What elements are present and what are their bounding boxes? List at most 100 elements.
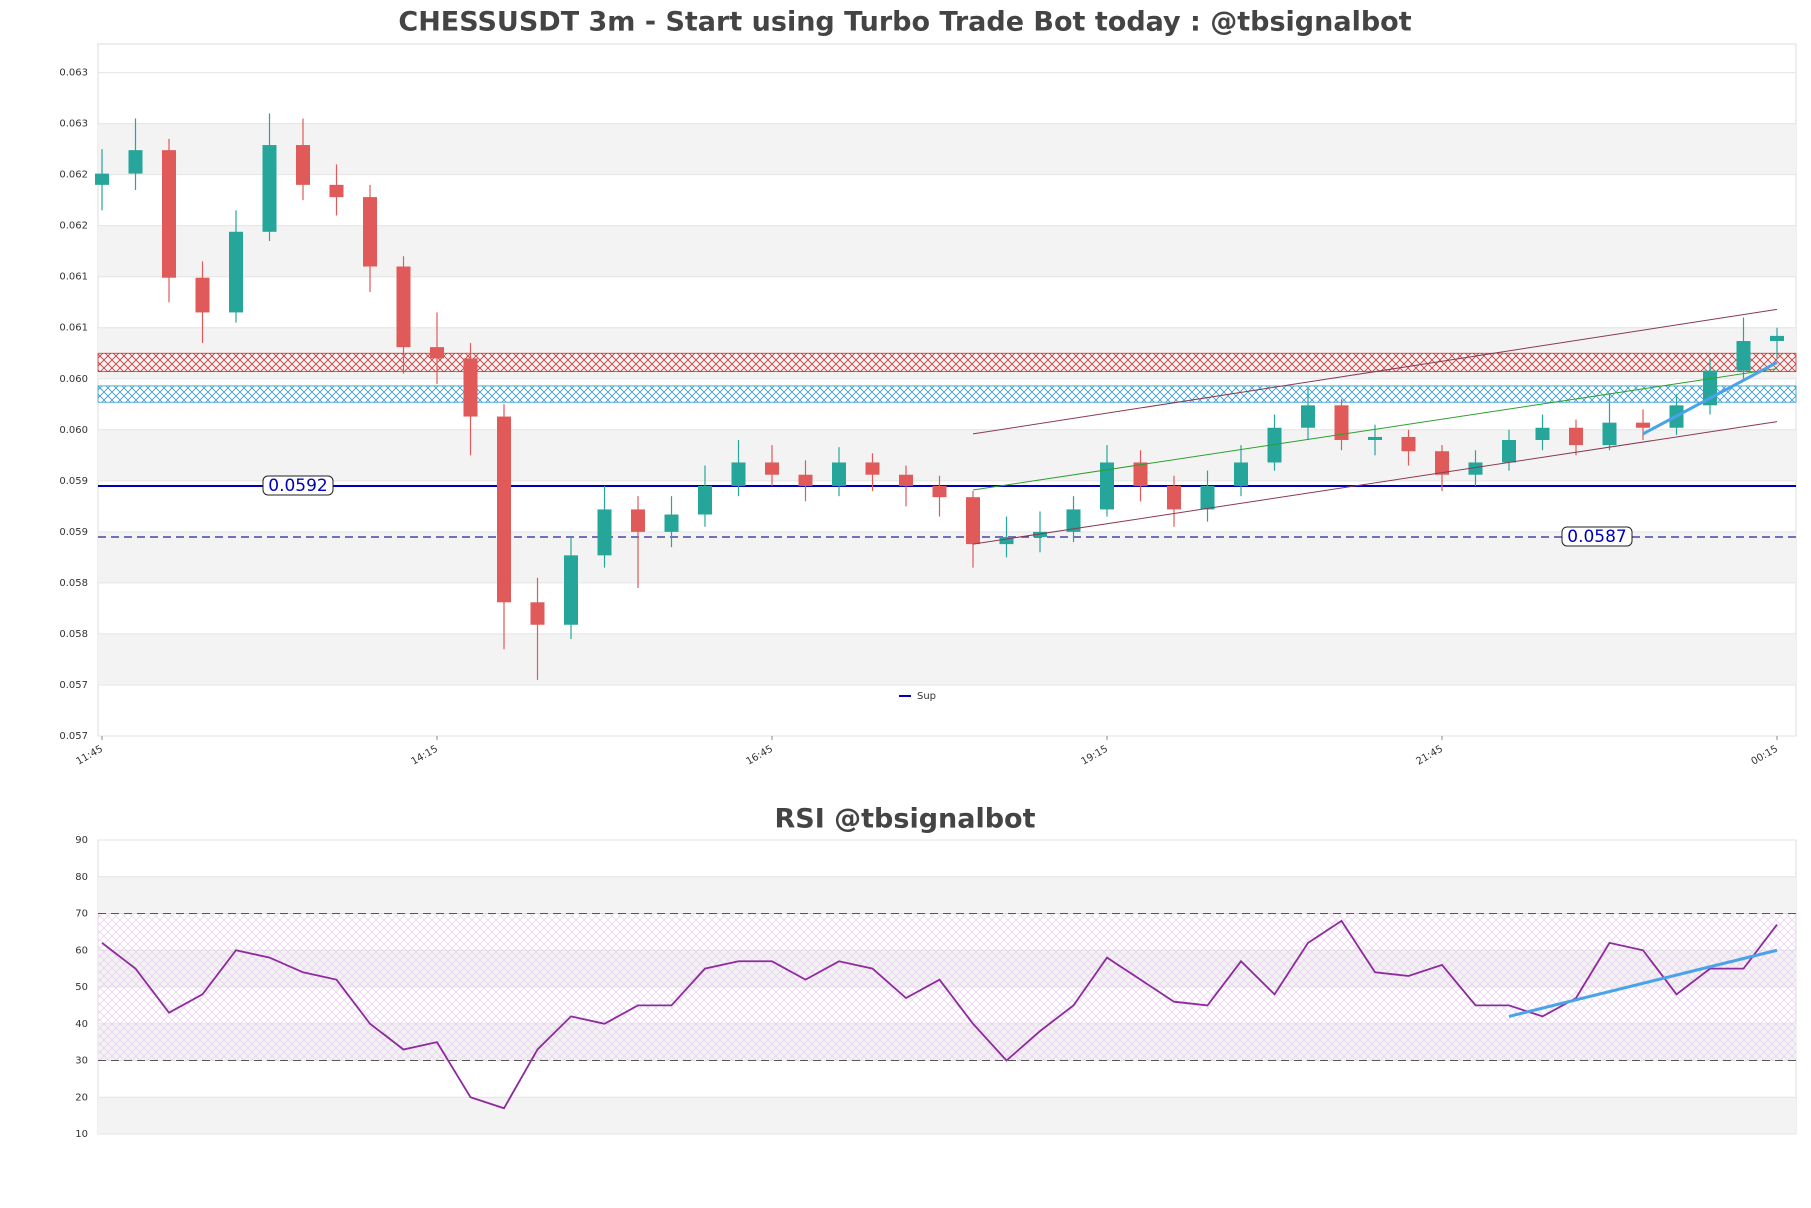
x-tick-label: 14:15 <box>410 744 440 768</box>
y-tick-label: 0.063 <box>59 68 88 79</box>
candle-body <box>731 462 746 486</box>
candle-body <box>999 536 1014 545</box>
grid-band <box>98 633 1796 685</box>
y-tick-label: 0.057 <box>59 680 88 691</box>
y-tick-label: 50 <box>75 982 88 993</box>
x-tick-label: 00:15 <box>1750 744 1780 768</box>
candle-body <box>1502 440 1516 463</box>
candle-body <box>966 497 980 545</box>
grid-band <box>98 876 1796 914</box>
candle-body <box>296 145 310 185</box>
trend-line <box>972 421 1778 545</box>
trend-line <box>972 308 1778 435</box>
candle-body <box>329 184 344 198</box>
candle-body <box>1267 427 1282 463</box>
grid-band <box>98 225 1796 277</box>
grid-band <box>98 123 1796 175</box>
candle-body <box>195 277 210 313</box>
y-tick-label: 0.061 <box>59 272 88 283</box>
y-tick-label: 0.063 <box>59 119 88 130</box>
y-tick-label: 0.058 <box>59 629 88 640</box>
candle-body <box>1736 341 1751 371</box>
y-tick-label: 40 <box>75 1019 88 1030</box>
candle-body <box>262 145 277 232</box>
candle-body <box>832 462 846 486</box>
candle-body <box>1066 509 1081 532</box>
x-tick-label: 21:45 <box>1415 744 1445 768</box>
candle-body <box>1602 422 1617 446</box>
y-tick-label: 0.061 <box>59 323 88 334</box>
candle-body <box>1100 462 1114 510</box>
y-tick-label: 20 <box>75 1092 88 1103</box>
chart-title: CHESSUSDT 3m - Start using Turbo Trade B… <box>398 7 1411 38</box>
grid-band <box>98 531 1796 583</box>
candle-body <box>1167 485 1181 510</box>
candle-body <box>1234 462 1248 486</box>
candle-body <box>597 509 612 556</box>
candle-body <box>1334 405 1349 441</box>
candle-body <box>765 462 779 475</box>
candle-body <box>631 509 645 532</box>
candle-body <box>463 358 478 417</box>
candle-body <box>664 514 679 532</box>
candle-body <box>1401 436 1416 452</box>
level-label-box <box>1561 526 1633 547</box>
candle-body <box>1569 427 1583 446</box>
candle-body <box>1770 335 1784 342</box>
trend-line <box>1642 361 1778 436</box>
y-tick-label: 0.060 <box>59 425 88 436</box>
x-tick-label: 11:45 <box>75 744 105 768</box>
legend-label: Sup <box>917 691 936 702</box>
y-tick-label: 0.057 <box>59 731 88 742</box>
y-tick-label: 0.060 <box>59 374 88 385</box>
y-tick-label: 0.062 <box>59 221 88 232</box>
x-tick-label: 16:45 <box>745 744 775 768</box>
candle-body <box>95 173 109 185</box>
x-tick-label: 19:15 <box>1080 744 1110 768</box>
rsi-band <box>98 913 1796 1061</box>
candle-body <box>698 485 712 515</box>
candle-body <box>1468 462 1483 475</box>
trend-line <box>972 368 1778 491</box>
candle-body <box>1033 531 1047 537</box>
candle-body <box>497 416 511 603</box>
candle-body <box>396 266 411 348</box>
candle-body <box>1368 436 1382 441</box>
candle-body <box>530 602 545 625</box>
level-label-box <box>262 475 334 496</box>
trend-line <box>1508 948 1778 1018</box>
candle-body <box>128 150 143 174</box>
level-label: 0.0592 <box>268 476 327 496</box>
candle-body <box>229 231 243 313</box>
y-tick-label: 0.058 <box>59 578 88 589</box>
candle-body <box>1535 427 1550 441</box>
candle-body <box>1636 422 1650 428</box>
candle-body <box>363 197 377 267</box>
y-tick-label: 0.059 <box>59 476 88 487</box>
y-tick-label: 70 <box>75 909 88 920</box>
candle-body <box>162 150 176 278</box>
candle-body <box>564 555 578 625</box>
rsi-line <box>101 919 1778 1110</box>
y-tick-label: 90 <box>75 835 88 846</box>
zone <box>97 385 1797 403</box>
candle-body <box>1301 405 1315 428</box>
y-tick-label: 10 <box>75 1129 88 1140</box>
candle-body <box>798 474 813 486</box>
y-tick-label: 60 <box>75 945 88 956</box>
level-label: 0.0587 <box>1567 527 1626 547</box>
candle-body <box>1435 451 1449 475</box>
candle-body <box>430 347 444 359</box>
y-tick-label: 80 <box>75 872 88 883</box>
y-tick-label: 0.059 <box>59 527 88 538</box>
y-tick-label: 0.062 <box>59 170 88 181</box>
candle-body <box>1200 485 1215 510</box>
candle-body <box>1133 462 1148 486</box>
y-tick-label: 30 <box>75 1056 88 1067</box>
grid-band <box>98 1097 1796 1134</box>
candle-body <box>932 485 947 498</box>
candle-body <box>899 474 913 486</box>
rsi-title: RSI @tbsignalbot <box>774 804 1035 835</box>
zone <box>97 352 1797 373</box>
